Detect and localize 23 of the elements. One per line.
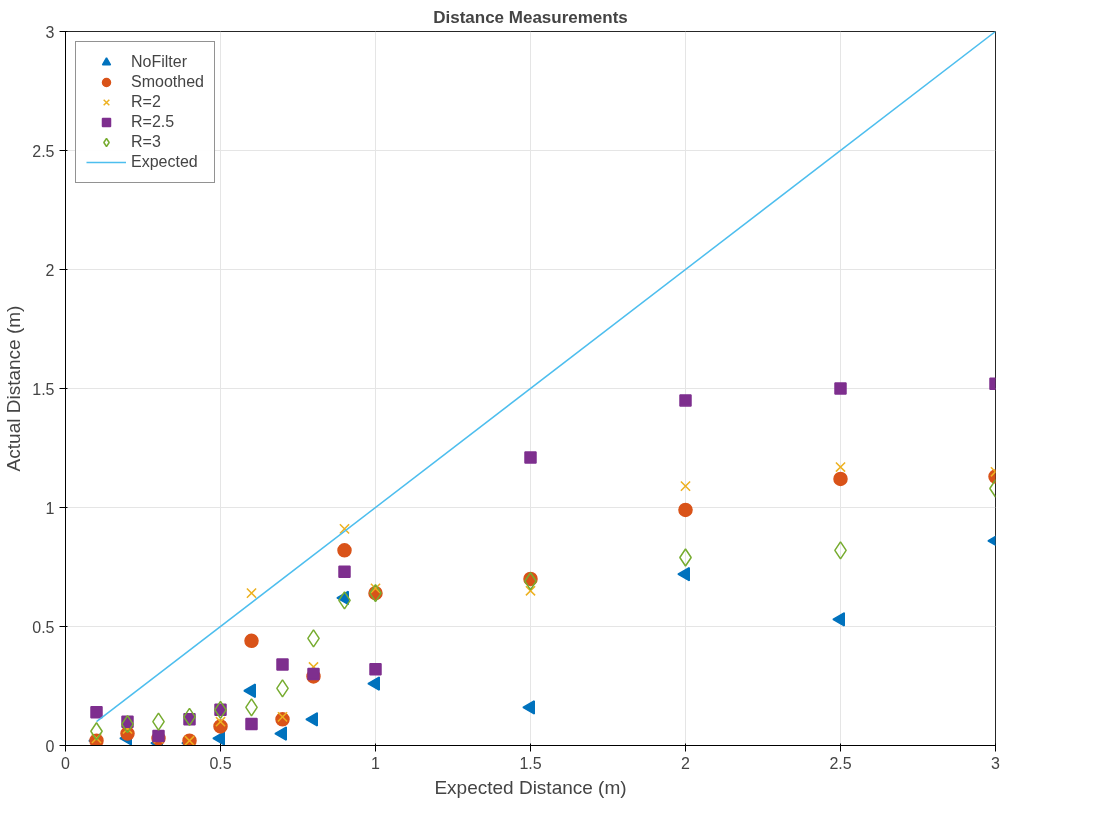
y-tick-label: 0.5: [32, 618, 55, 636]
y-tick-label: 2: [45, 261, 55, 279]
y-tick-label: 3: [45, 23, 55, 41]
y-tick-label: 1.5: [32, 380, 55, 398]
x-tick-label: 1: [371, 754, 381, 772]
y-axis-title: Actual Distance (m): [3, 305, 25, 472]
x-tick-label: 0.5: [209, 754, 232, 772]
x-tick-label: 1.5: [519, 754, 542, 772]
y-tick-label: 0: [45, 737, 55, 755]
y-tick-label: 2.5: [32, 142, 55, 160]
y-tick-label: 1: [45, 499, 55, 517]
x-tick-label: 3: [991, 754, 1001, 772]
legend-label: R=2: [131, 93, 161, 111]
legend-label: Smoothed: [131, 73, 204, 91]
x-axis-title: Expected Distance (m): [434, 776, 627, 798]
x-tick-label: 2: [681, 754, 691, 772]
legend-label: R=2.5: [131, 113, 175, 131]
chart-title: Distance Measurements: [433, 7, 628, 27]
legend-label: Expected: [131, 153, 198, 171]
x-tick-label: 0: [61, 754, 71, 772]
x-tick-label: 2.5: [829, 754, 852, 772]
legend-label: NoFilter: [131, 53, 188, 71]
legend-label: R=3: [131, 133, 161, 151]
